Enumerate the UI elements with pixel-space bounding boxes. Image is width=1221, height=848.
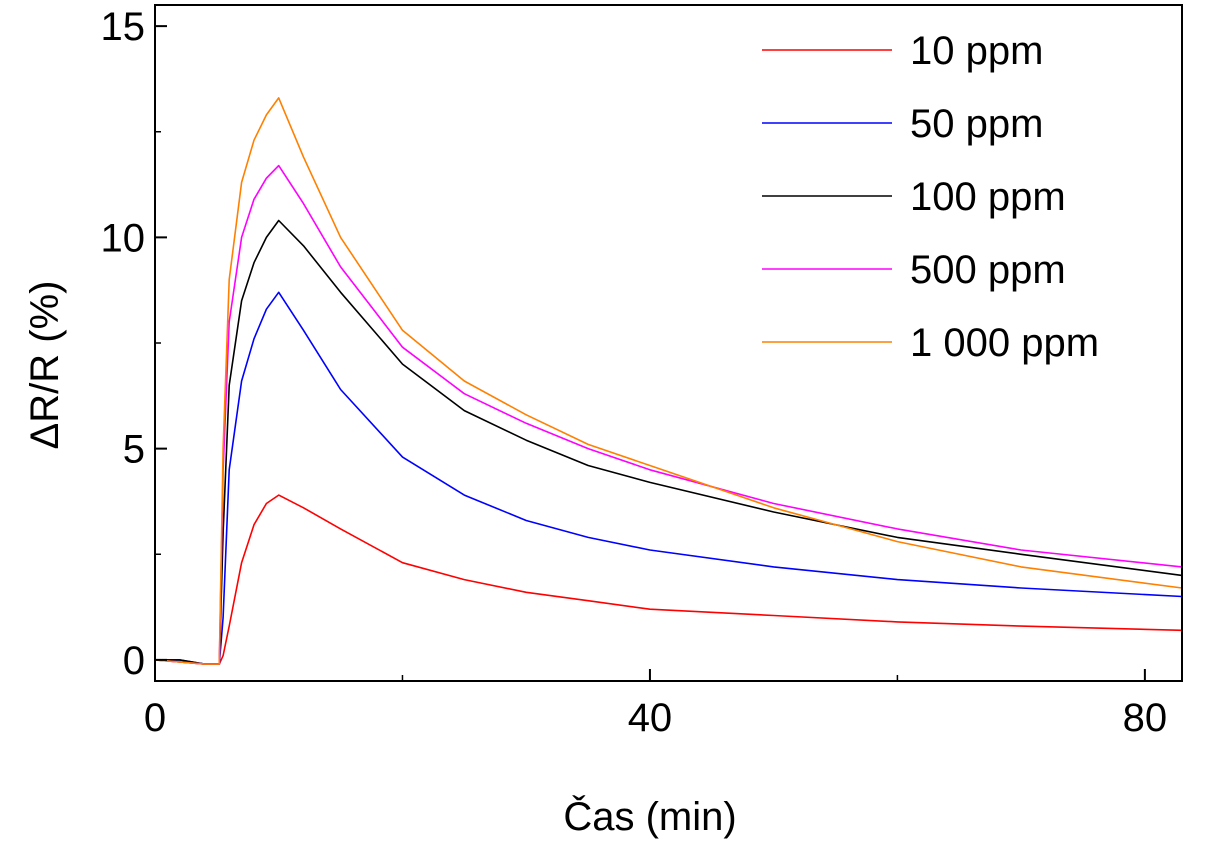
legend: 10 ppm 50 ppm 100 ppm 500 ppm 1 000 ppm — [762, 29, 1099, 365]
legend-item: 10 ppm — [762, 29, 1043, 73]
series-layer — [154, 97, 1183, 665]
legend-item: 100 ppm — [762, 175, 1066, 219]
series-line-50ppm — [155, 291, 1183, 665]
legend-label: 500 ppm — [910, 248, 1066, 292]
legend-label: 1 000 ppm — [910, 321, 1099, 365]
y-axis-title: ΔR/R (%) — [23, 281, 67, 450]
legend-item: 500 ppm — [762, 248, 1066, 292]
x-tick-label: 40 — [628, 696, 673, 740]
series-line-1000ppm — [154, 97, 1183, 665]
legend-label: 50 ppm — [910, 102, 1043, 146]
y-tick-label: 10 — [101, 216, 146, 260]
x-tick-label: 80 — [1123, 696, 1168, 740]
legend-label: 10 ppm — [910, 29, 1043, 73]
legend-item: 1 000 ppm — [762, 321, 1099, 365]
x-axis-title: Čas (min) — [563, 794, 736, 839]
legend-item: 50 ppm — [762, 102, 1043, 146]
y-tick-label: 15 — [101, 5, 146, 49]
y-tick-label: 5 — [123, 428, 145, 472]
x-tick-label: 0 — [144, 696, 166, 740]
ticks-layer: 0 40 80 0 5 10 15 — [101, 5, 1168, 740]
series-line-500ppm — [154, 164, 1183, 665]
series-line-10ppm — [154, 494, 1183, 665]
y-tick-label: 0 — [123, 639, 145, 683]
legend-label: 100 ppm — [910, 175, 1066, 219]
